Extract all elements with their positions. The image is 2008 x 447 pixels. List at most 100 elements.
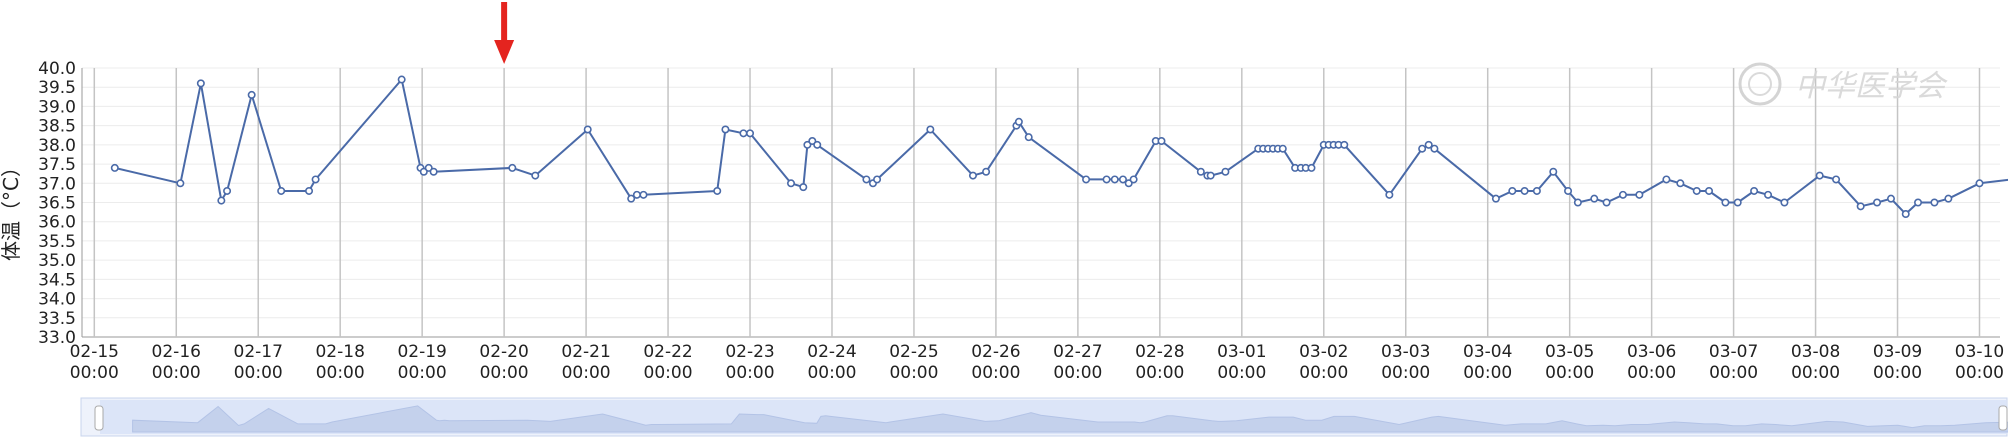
data-point[interactable] <box>627 194 636 203</box>
data-point[interactable] <box>110 163 119 172</box>
data-point[interactable] <box>1764 190 1773 199</box>
data-point[interactable] <box>1635 190 1644 199</box>
x-tick-label-date: 02-25 <box>889 342 938 362</box>
data-point[interactable] <box>223 186 232 195</box>
data-point[interactable] <box>1944 194 1953 203</box>
data-point[interactable] <box>632 190 641 199</box>
data-point[interactable] <box>813 140 822 149</box>
data-point[interactable] <box>1307 163 1316 172</box>
data-point[interactable] <box>419 167 428 176</box>
data-point[interactable] <box>1564 186 1573 195</box>
data-point[interactable] <box>1618 190 1627 199</box>
data-point[interactable] <box>1491 194 1500 203</box>
x-tick-label-date: 02-20 <box>479 342 528 362</box>
data-point[interactable] <box>508 163 517 172</box>
data-point[interactable] <box>1520 186 1529 195</box>
data-point[interactable] <box>424 163 433 172</box>
data-point[interactable] <box>1024 133 1033 142</box>
data-point[interactable] <box>926 125 935 134</box>
x-tick-label-time: 00:00 <box>1709 363 1758 383</box>
temperature-series-line <box>114 78 2008 215</box>
data-point[interactable] <box>799 183 808 192</box>
data-point[interactable] <box>1196 167 1205 176</box>
data-point[interactable] <box>1340 140 1349 149</box>
data-point[interactable] <box>721 125 730 134</box>
x-tick-label-date: 02-27 <box>1053 342 1102 362</box>
data-point[interactable] <box>1815 171 1824 180</box>
y-tick-label: 35.5 <box>38 232 76 252</box>
data-point[interactable] <box>1692 186 1701 195</box>
zoom-handle-right[interactable] <box>1998 405 2008 431</box>
data-point[interactable] <box>1118 175 1127 184</box>
data-point[interactable] <box>1901 210 1910 219</box>
data-point[interactable] <box>176 179 185 188</box>
data-point[interactable] <box>1886 194 1895 203</box>
data-point[interactable] <box>1856 202 1865 211</box>
data-point[interactable] <box>787 179 796 188</box>
data-point[interactable] <box>1430 144 1439 153</box>
y-axis-ticks: 40.039.539.038.538.037.537.036.536.035.5… <box>38 59 76 348</box>
data-point[interactable] <box>1124 179 1133 188</box>
data-point[interactable] <box>1014 117 1023 126</box>
data-point[interactable] <box>746 129 755 138</box>
data-point[interactable] <box>1221 167 1230 176</box>
data-point[interactable] <box>808 137 817 146</box>
data-point[interactable] <box>247 90 256 99</box>
data-point[interactable] <box>1705 186 1714 195</box>
data-point[interactable] <box>1750 186 1759 195</box>
data-point[interactable] <box>1082 175 1091 184</box>
data-point[interactable] <box>1102 175 1111 184</box>
data-point[interactable] <box>1110 175 1119 184</box>
x-tick-label-time: 00:00 <box>1463 363 1512 383</box>
data-point[interactable] <box>1418 144 1427 153</box>
data-point[interactable] <box>1873 198 1882 207</box>
y-axis-label: 体温（°C） <box>0 157 23 261</box>
data-point[interactable] <box>639 190 648 199</box>
data-point[interactable] <box>873 175 882 184</box>
data-point[interactable] <box>862 175 871 184</box>
data-point[interactable] <box>1508 186 1517 195</box>
data-point[interactable] <box>1549 167 1558 176</box>
data-point[interactable] <box>531 171 540 180</box>
zoom-handle-left[interactable] <box>94 405 104 431</box>
data-point[interactable] <box>1278 144 1287 153</box>
data-point[interactable] <box>1676 179 1685 188</box>
data-point[interactable] <box>1424 140 1433 149</box>
data-point[interactable] <box>1573 198 1582 207</box>
data-point[interactable] <box>1602 198 1611 207</box>
data-point[interactable] <box>1930 198 1939 207</box>
data-point[interactable] <box>1975 179 1984 188</box>
data-point[interactable] <box>1733 198 1742 207</box>
data-point[interactable] <box>305 186 314 195</box>
data-point[interactable] <box>1662 175 1671 184</box>
data-point[interactable] <box>196 79 205 88</box>
data-point[interactable] <box>1385 190 1394 199</box>
data-point[interactable] <box>1129 175 1138 184</box>
data-point[interactable] <box>277 186 286 195</box>
data-point[interactable] <box>739 129 748 138</box>
data-point[interactable] <box>1206 171 1215 180</box>
y-tick-label: 33.5 <box>38 309 76 329</box>
x-tick-label-time: 00:00 <box>398 363 447 383</box>
data-point[interactable] <box>803 140 812 149</box>
data-point[interactable] <box>429 167 438 176</box>
y-tick-label: 37.5 <box>38 155 76 175</box>
data-point[interactable] <box>1780 198 1789 207</box>
data-point[interactable] <box>1832 175 1841 184</box>
data-point[interactable] <box>1157 137 1166 146</box>
data-point[interactable] <box>1914 198 1923 207</box>
data-point[interactable] <box>1590 194 1599 203</box>
x-tick-label-time: 00:00 <box>1545 363 1594 383</box>
data-point[interactable] <box>1532 186 1541 195</box>
data-point[interactable] <box>583 125 592 134</box>
data-point[interactable] <box>982 167 991 176</box>
data-point[interactable] <box>1721 198 1730 207</box>
data-point[interactable] <box>397 75 406 84</box>
data-point[interactable] <box>713 186 722 195</box>
data-zoom-slider[interactable] <box>80 397 2008 437</box>
data-point[interactable] <box>968 171 977 180</box>
x-tick-label-date: 02-22 <box>643 342 692 362</box>
data-point[interactable] <box>311 175 320 184</box>
data-point[interactable] <box>217 196 226 205</box>
